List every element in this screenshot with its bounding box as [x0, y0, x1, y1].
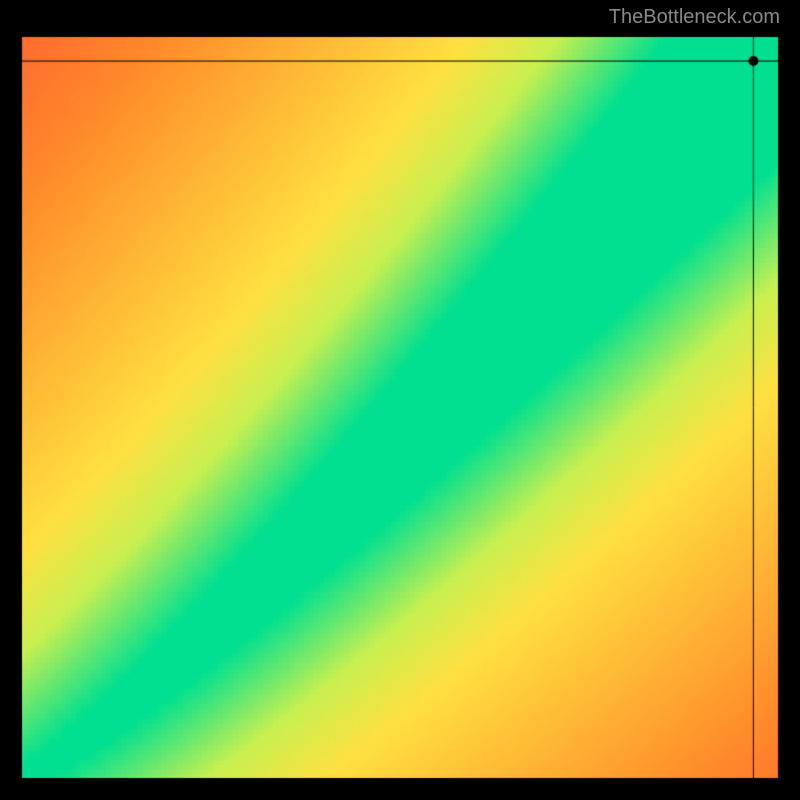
heatmap-canvas [20, 35, 780, 780]
bottleneck-heatmap [20, 35, 780, 780]
watermark-text: TheBottleneck.com [609, 6, 780, 29]
